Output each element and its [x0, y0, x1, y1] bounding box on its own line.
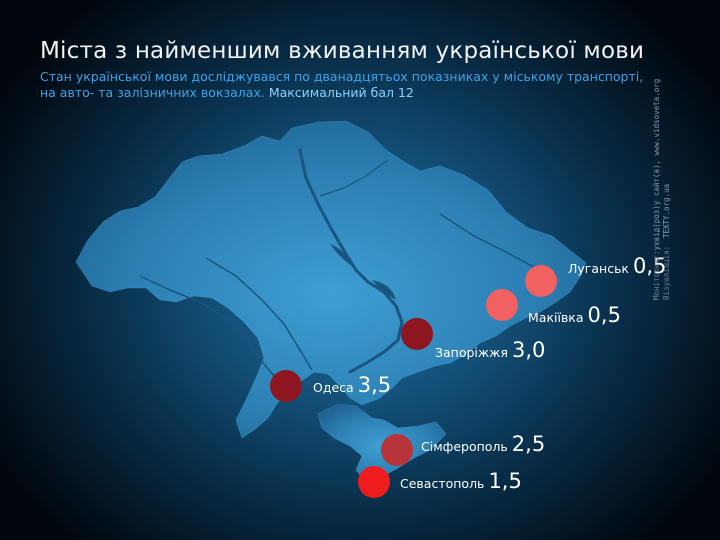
city-name: Одеса [313, 380, 354, 395]
city-dot-odesa [270, 370, 302, 402]
city-label-simferopol: Сімферополь 2,5 [421, 432, 545, 456]
city-label-odesa: Одеса 3,5 [313, 373, 391, 397]
credits-label-1: Моніторинг: [652, 250, 661, 300]
city-score: 0,5 [633, 254, 667, 278]
subtitle-line-1: Стан української мови досліджувався по д… [40, 69, 644, 84]
credits-value-2: TEXTY.org.ua [662, 183, 671, 238]
city-dot-luhansk [525, 265, 557, 297]
city-dot-makiivka [486, 289, 518, 321]
city-label-makiivka: Макіївка 0,5 [528, 303, 621, 327]
credits-value-1: ухвід(роз)у сайт(а), www.vidsoveta.org [652, 78, 661, 251]
city-dot-zaporizhzhia [401, 318, 433, 350]
city-label-sevastopol: Севастополь 1,5 [400, 469, 522, 493]
city-name: Запоріжжя [435, 345, 508, 360]
city-label-zaporizhzhia: Запоріжжя 3,0 [435, 338, 545, 362]
mainland-shape [75, 120, 587, 439]
river-dnipro [298, 148, 404, 374]
city-label-luhansk: Луганськ 0,5 [568, 254, 666, 278]
city-name: Луганськ [568, 261, 629, 276]
city-dot-simferopol [381, 434, 413, 466]
city-name: Сімферополь [421, 439, 508, 454]
crimea-shape [317, 403, 447, 481]
credits: Моніторинг: ухвід(роз)у сайт(а), www.vids… [652, 79, 712, 300]
river-dniester [139, 275, 277, 379]
page-title: Міста з найменшим вживанням української … [40, 38, 645, 64]
city-dot-sevastopol [358, 466, 390, 498]
max-score-note: Максимальний бал 12 [268, 85, 414, 100]
city-score: 1,5 [488, 469, 522, 493]
city-score: 3,5 [357, 373, 392, 397]
reservoir [330, 244, 352, 266]
city-score: 0,5 [587, 303, 621, 327]
city-score: 3,0 [511, 338, 546, 362]
city-name: Севастополь [400, 476, 485, 491]
river-desna [319, 159, 389, 197]
credits-label-2: Візуаліація: [662, 245, 671, 300]
page-subtitle: Стан української мови досліджувався по д… [40, 69, 643, 101]
city-score: 2,5 [511, 432, 546, 456]
reservoir [372, 280, 396, 300]
subtitle-line-2a: на авто- та залізничних вокзалах. [40, 85, 265, 100]
river-bug [205, 257, 313, 371]
subtitle-line-2: на авто- та залізничних вокзалах. Максим… [40, 85, 643, 101]
city-name: Макіївка [528, 310, 584, 325]
